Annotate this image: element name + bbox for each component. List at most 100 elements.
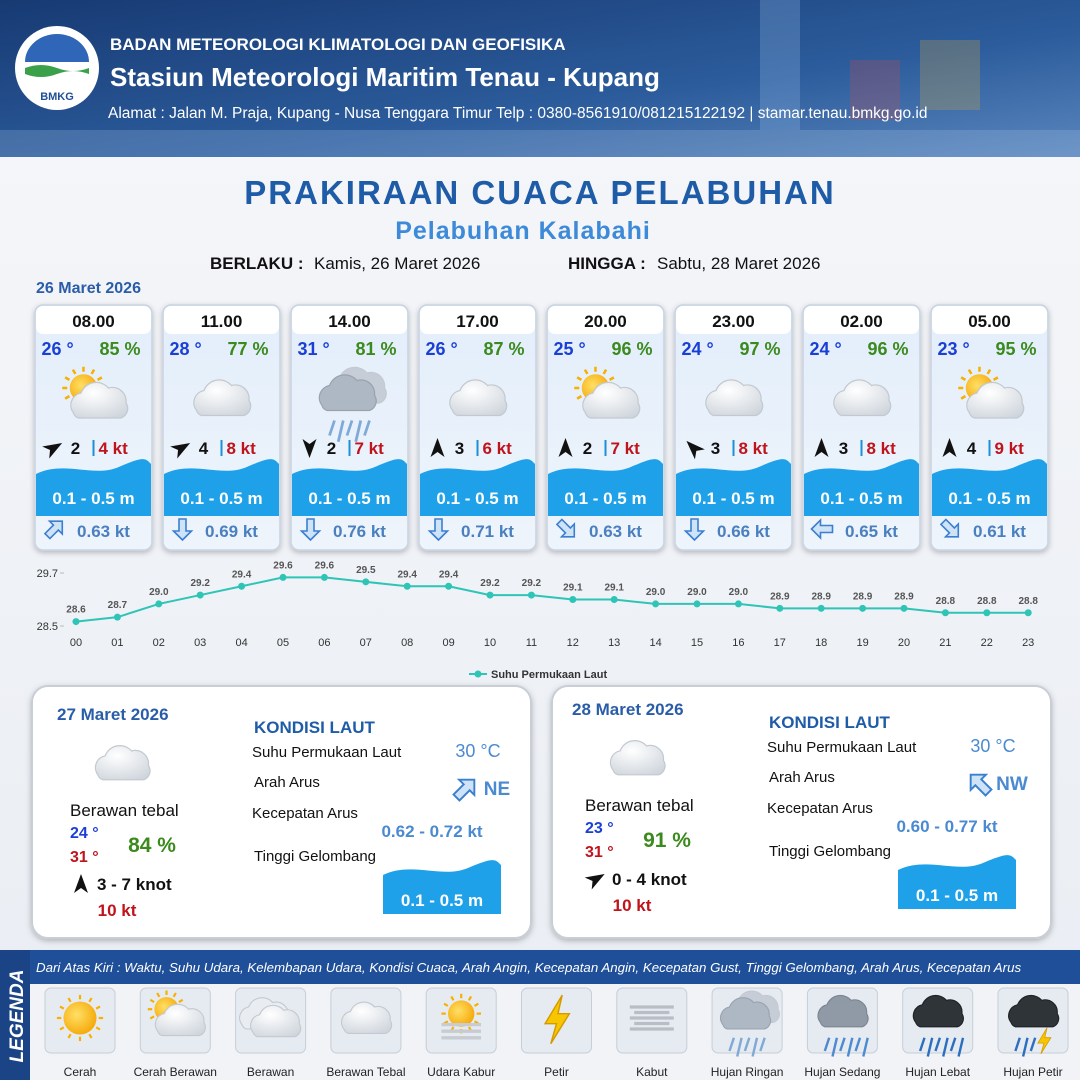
- forecast-temp: 26 °: [42, 339, 74, 359]
- cloud: [250, 1004, 302, 1038]
- weather-icon: [449, 379, 508, 417]
- outlook-condition: Berawan tebal: [585, 796, 694, 815]
- bmkg-logo: BMKG: [15, 26, 99, 110]
- wind-force: 4: [967, 439, 977, 458]
- rain-drop: [336, 420, 345, 443]
- sea-temp-label: Suhu Permukaan Laut: [767, 739, 917, 756]
- cloud: [1008, 994, 1060, 1028]
- cloud: [341, 1001, 393, 1034]
- gust: 9 kt: [995, 439, 1025, 458]
- forecast-temp: 26 °: [426, 339, 458, 359]
- sst-value-label: 29.0: [646, 587, 666, 598]
- cloud: [705, 379, 764, 417]
- x-tick-label: 17: [774, 637, 786, 649]
- wave-band: [548, 459, 663, 516]
- cloud: [817, 994, 869, 1028]
- forecast-time: 02.00: [840, 312, 883, 331]
- sst-value-label: 28.8: [936, 596, 956, 607]
- header-banner: [0, 0, 1080, 157]
- weather-icon: [912, 994, 965, 1057]
- current-speed-label: Kecepatan Arus: [767, 800, 873, 817]
- current-speed-label: Kecepatan Arus: [252, 805, 358, 822]
- rain-drop: [728, 1037, 736, 1052]
- rain-drop: [934, 1037, 942, 1052]
- x-tick-label: 14: [649, 637, 661, 649]
- sun-ray: [156, 992, 161, 998]
- current-dir-label: Arah Arus: [254, 774, 320, 791]
- outlook-wind: 3 - 7 knot: [97, 875, 172, 894]
- cloud-shape: [705, 379, 764, 417]
- current-speed: 0.66 kt: [717, 522, 770, 541]
- current-speed: 0.76 kt: [333, 522, 386, 541]
- card-top: [932, 306, 1047, 334]
- sun-ray: [95, 1026, 101, 1031]
- sun-ray: [576, 395, 583, 400]
- x-tick-label: 10: [484, 637, 496, 649]
- bolt: [1037, 1027, 1052, 1055]
- x-tick-label: 20: [898, 637, 910, 649]
- forecast-temp: 24 °: [682, 339, 714, 359]
- sun-ray: [149, 1015, 155, 1020]
- gust: 4 kt: [99, 439, 129, 458]
- legend-item-label: Cerah Berawan: [134, 1065, 217, 1079]
- outlook-temp-max: 31 °: [70, 849, 99, 866]
- sst-point: [445, 582, 453, 590]
- sst-point: [72, 618, 80, 626]
- x-tick-label: 03: [194, 637, 206, 649]
- sun-ray: [178, 998, 184, 1004]
- sun: [56, 994, 104, 1042]
- forecast-humidity: 85 %: [99, 339, 140, 359]
- cloud-shape: [193, 379, 252, 417]
- sst-value-label: 29.6: [315, 560, 335, 571]
- gust: 8 kt: [867, 439, 897, 458]
- rain-drop: [354, 420, 363, 443]
- weather-icon: [441, 993, 482, 1040]
- wave-band: [164, 459, 279, 516]
- sst-value-label: 28.6: [66, 605, 86, 616]
- header-decoration: [0, 0, 1080, 157]
- wave-label: Tinggi Gelombang: [769, 843, 891, 860]
- y-tick-label: 28.5: [37, 621, 58, 633]
- forecast-time: 11.00: [201, 312, 243, 331]
- sst-point: [527, 591, 535, 599]
- wave-box: [898, 855, 1016, 909]
- current-arrow: [969, 773, 993, 797]
- card-top: [804, 306, 919, 334]
- sea-temp: 30 °C: [970, 736, 1015, 756]
- outlook-wave: 0.1 - 0.5 m: [401, 891, 483, 910]
- outlook-temp-min: 23 °: [585, 820, 614, 837]
- card-top: [292, 306, 407, 334]
- sun-ray: [576, 376, 583, 381]
- sst-value-label: 28.9: [770, 591, 790, 602]
- outlook-condition: Berawan tebal: [70, 801, 179, 820]
- current-speed-range: 0.62 - 0.72 kt: [381, 822, 482, 841]
- wind-arrow: [302, 439, 317, 458]
- sst-line: [75, 576, 1029, 623]
- wind-force: 2: [327, 439, 336, 458]
- weather-icon: [609, 740, 666, 776]
- card-top: [36, 306, 151, 334]
- logo-wave: [25, 65, 89, 77]
- legend-entry: Suhu Permukaan Laut: [491, 669, 607, 681]
- current-arrow: [683, 518, 706, 542]
- card-top: [420, 306, 535, 334]
- sst-value-label: 28.8: [1018, 596, 1038, 607]
- cloud: [70, 381, 129, 419]
- rain-drop: [743, 1037, 751, 1052]
- sun-ray: [59, 1026, 65, 1031]
- rain-drop: [1021, 1037, 1029, 1057]
- forecast-time: 05.00: [968, 312, 1011, 331]
- sun-ray: [67, 1033, 72, 1039]
- sst-point: [320, 573, 328, 581]
- rain-drop: [949, 1037, 957, 1052]
- sun-ray: [960, 395, 967, 400]
- rain-drop: [736, 1037, 743, 1057]
- wave-band: [420, 459, 535, 516]
- agency: BADAN METEOROLOGI KLIMATOLOGI DAN GEOFIS…: [110, 35, 566, 54]
- outlook-humidity: 91 %: [643, 829, 691, 852]
- x-tick-label: 04: [235, 637, 247, 649]
- x-tick-label: 09: [442, 637, 454, 649]
- x-tick-label: 23: [1022, 637, 1034, 649]
- sst-value-label: 29.4: [439, 569, 459, 580]
